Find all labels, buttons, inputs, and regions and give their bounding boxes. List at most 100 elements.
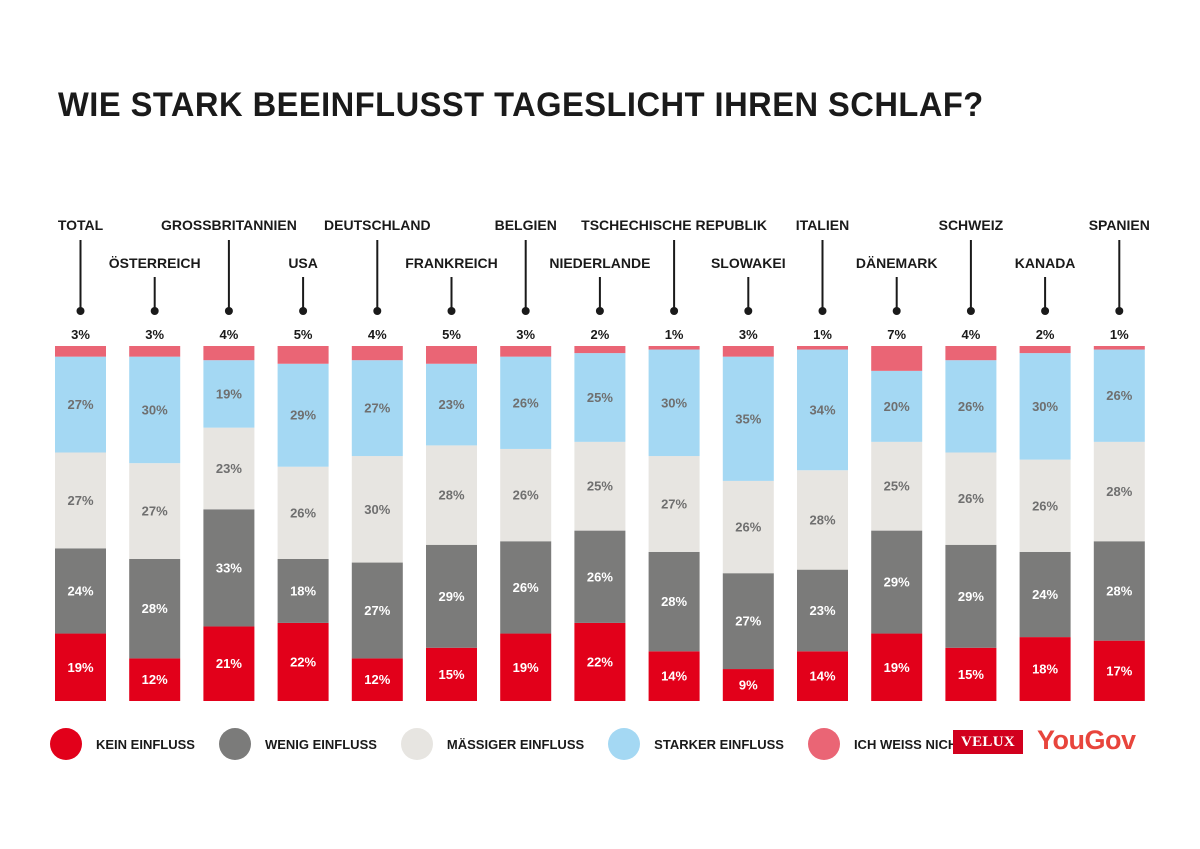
bar-segment-ich-weiss-nicht[interactable] bbox=[871, 346, 923, 371]
bar-segment-starker-einfluss[interactable] bbox=[500, 356, 552, 449]
bar-segment-ich-weiss-nicht[interactable] bbox=[500, 346, 552, 357]
bar-segment-mässiger-einfluss[interactable] bbox=[500, 448, 552, 542]
bar-segment-mässiger-einfluss[interactable] bbox=[574, 441, 626, 531]
bar-segment-wenig-einfluss[interactable] bbox=[945, 544, 997, 648]
bar-segment-mässiger-einfluss[interactable] bbox=[277, 466, 329, 559]
bar-segment-ich-weiss-nicht[interactable] bbox=[945, 346, 997, 361]
bar-segment-mässiger-einfluss[interactable] bbox=[129, 463, 181, 559]
bar-segment-mässiger-einfluss[interactable] bbox=[203, 427, 255, 510]
bar-segment-starker-einfluss[interactable] bbox=[648, 349, 700, 457]
bar-segment-starker-einfluss[interactable] bbox=[797, 349, 848, 471]
bar-segment-mässiger-einfluss[interactable] bbox=[426, 445, 477, 545]
bar-segment-ich-weiss-nicht[interactable] bbox=[648, 346, 700, 350]
legend-item-kein-einfluss[interactable]: KEIN EINFLUSS bbox=[50, 728, 195, 760]
bar-segment-kein-einfluss[interactable] bbox=[203, 626, 255, 701]
segment-value-label: 35% bbox=[735, 411, 761, 426]
bar-segment-mässiger-einfluss[interactable] bbox=[722, 480, 774, 574]
bar-segment-starker-einfluss[interactable] bbox=[129, 356, 181, 464]
bar-segment-ich-weiss-nicht[interactable] bbox=[574, 346, 626, 354]
bar-segment-wenig-einfluss[interactable] bbox=[129, 559, 181, 659]
legend: KEIN EINFLUSS WENIG EINFLUSS MÄSSIGER EI… bbox=[50, 727, 989, 761]
legend-swatch bbox=[400, 728, 433, 760]
category-label-dänemark: DÄNEMARK bbox=[856, 255, 938, 271]
bar-segment-kein-einfluss[interactable] bbox=[351, 658, 403, 701]
bar-segment-wenig-einfluss[interactable] bbox=[277, 559, 329, 623]
bar-segment-starker-einfluss[interactable] bbox=[1093, 349, 1145, 442]
bar-segment-kein-einfluss[interactable] bbox=[1093, 640, 1145, 701]
bar-segment-wenig-einfluss[interactable] bbox=[722, 573, 774, 670]
segment-value-label: 26% bbox=[587, 569, 613, 584]
bar-segment-wenig-einfluss[interactable] bbox=[871, 530, 923, 634]
bar-segment-starker-einfluss[interactable] bbox=[1019, 353, 1071, 460]
legend-item-maessiger-einfluss[interactable]: MÄSSIGER EINFLUSS bbox=[400, 728, 584, 760]
bar-segment-starker-einfluss[interactable] bbox=[722, 356, 774, 481]
bar-segment-ich-weiss-nicht[interactable] bbox=[1093, 346, 1145, 350]
bar-segment-starker-einfluss[interactable] bbox=[277, 363, 329, 467]
legend-item-ich-weiss-nicht[interactable]: ICH WEISS NICHT bbox=[807, 728, 965, 760]
bar-segment-mässiger-einfluss[interactable] bbox=[648, 456, 700, 552]
bar-segment-wenig-einfluss[interactable] bbox=[797, 569, 848, 652]
bar-segment-mässiger-einfluss[interactable] bbox=[351, 456, 403, 563]
leader-dot bbox=[670, 307, 679, 315]
bar-segment-kein-einfluss[interactable] bbox=[500, 633, 552, 701]
top-value-label: 4% bbox=[368, 327, 387, 342]
top-value-label: 5% bbox=[294, 327, 313, 342]
bar-segment-kein-einfluss[interactable] bbox=[55, 633, 106, 701]
bar-segment-mässiger-einfluss[interactable] bbox=[945, 452, 997, 545]
bar-segment-ich-weiss-nicht[interactable] bbox=[203, 346, 255, 361]
bar-segment-starker-einfluss[interactable] bbox=[574, 353, 626, 442]
category-label-tschechische-republik: TSCHECHISCHE REPUBLIK bbox=[581, 217, 767, 233]
bar-segment-wenig-einfluss[interactable] bbox=[203, 509, 255, 627]
bar-segment-wenig-einfluss[interactable] bbox=[648, 551, 700, 652]
top-value-label: 3% bbox=[71, 327, 90, 342]
segment-value-label: 24% bbox=[67, 583, 93, 598]
bar-segment-starker-einfluss[interactable] bbox=[203, 360, 255, 428]
bar-segment-ich-weiss-nicht[interactable] bbox=[277, 346, 329, 364]
bar-segment-wenig-einfluss[interactable] bbox=[55, 548, 106, 634]
bar-segment-starker-einfluss[interactable] bbox=[351, 360, 403, 457]
bar-segment-starker-einfluss[interactable] bbox=[55, 356, 106, 453]
bar-segment-kein-einfluss[interactable] bbox=[277, 622, 329, 701]
legend-item-starker-einfluss[interactable]: STARKER EINFLUSS bbox=[608, 728, 784, 760]
bar-segment-wenig-einfluss[interactable] bbox=[426, 544, 477, 648]
legend-item-wenig-einfluss[interactable]: WENIG EINFLUSS bbox=[218, 728, 377, 760]
bar-segment-mässiger-einfluss[interactable] bbox=[1093, 441, 1145, 542]
bar-segment-kein-einfluss[interactable] bbox=[722, 669, 774, 701]
bar-segment-kein-einfluss[interactable] bbox=[426, 647, 477, 701]
bar-segment-wenig-einfluss[interactable] bbox=[1019, 551, 1071, 638]
bar-segment-wenig-einfluss[interactable] bbox=[500, 541, 552, 634]
bar-segment-ich-weiss-nicht[interactable] bbox=[129, 346, 181, 357]
bar-segment-starker-einfluss[interactable] bbox=[426, 363, 477, 446]
bar-segment-kein-einfluss[interactable] bbox=[129, 658, 181, 701]
legend-swatch bbox=[50, 728, 82, 760]
segment-value-label: 26% bbox=[513, 488, 539, 503]
bar-segment-kein-einfluss[interactable] bbox=[797, 651, 848, 701]
bar-segment-kein-einfluss[interactable] bbox=[1019, 637, 1071, 701]
segment-value-label: 27% bbox=[661, 496, 687, 511]
bar-segment-kein-einfluss[interactable] bbox=[945, 647, 997, 701]
bar-segment-ich-weiss-nicht[interactable] bbox=[1019, 346, 1071, 354]
segment-value-label: 26% bbox=[513, 580, 539, 595]
bar-segment-kein-einfluss[interactable] bbox=[574, 622, 626, 701]
bar-segment-mässiger-einfluss[interactable] bbox=[871, 441, 923, 531]
bar-segment-starker-einfluss[interactable] bbox=[871, 370, 923, 442]
bar-segment-ich-weiss-nicht[interactable] bbox=[55, 346, 106, 357]
legend-label: KEIN EINFLUSS bbox=[96, 736, 195, 752]
bar-segment-kein-einfluss[interactable] bbox=[648, 651, 700, 701]
bar-segment-mässiger-einfluss[interactable] bbox=[1019, 459, 1071, 552]
bar-segment-wenig-einfluss[interactable] bbox=[351, 562, 403, 659]
bar-segment-mässiger-einfluss[interactable] bbox=[55, 452, 106, 549]
bar-segment-wenig-einfluss[interactable] bbox=[1093, 541, 1145, 641]
bar-segment-ich-weiss-nicht[interactable] bbox=[797, 346, 848, 350]
bar-segment-ich-weiss-nicht[interactable] bbox=[426, 346, 477, 364]
segment-value-label: 29% bbox=[958, 589, 984, 604]
segment-value-label: 12% bbox=[364, 672, 390, 687]
bar-segment-wenig-einfluss[interactable] bbox=[574, 530, 626, 623]
bar-segment-ich-weiss-nicht[interactable] bbox=[722, 346, 774, 357]
segment-value-label: 29% bbox=[438, 589, 464, 604]
bar-segment-starker-einfluss[interactable] bbox=[945, 360, 997, 453]
segment-value-label: 19% bbox=[216, 386, 242, 401]
bar-segment-ich-weiss-nicht[interactable] bbox=[351, 346, 403, 361]
bar-segment-kein-einfluss[interactable] bbox=[871, 633, 923, 701]
bar-segment-mässiger-einfluss[interactable] bbox=[797, 470, 848, 570]
